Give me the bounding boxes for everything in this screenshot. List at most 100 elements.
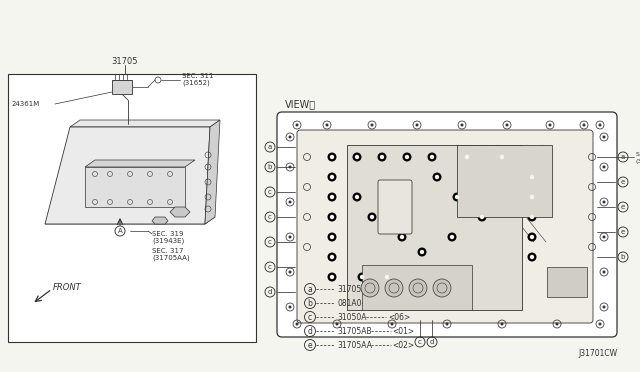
Circle shape xyxy=(548,124,552,126)
Circle shape xyxy=(289,305,291,308)
Text: VIEWⒶ: VIEWⒶ xyxy=(285,99,316,109)
Text: e: e xyxy=(621,229,625,235)
Text: e: e xyxy=(308,340,312,350)
Circle shape xyxy=(530,195,534,199)
Circle shape xyxy=(445,323,449,326)
Circle shape xyxy=(335,323,339,326)
Text: b: b xyxy=(621,254,625,260)
Text: b: b xyxy=(308,298,312,308)
Circle shape xyxy=(527,173,536,182)
Text: SEC. 319: SEC. 319 xyxy=(636,151,640,157)
Circle shape xyxy=(385,279,403,297)
Circle shape xyxy=(417,247,426,257)
Circle shape xyxy=(602,270,605,273)
FancyBboxPatch shape xyxy=(347,145,522,310)
Text: c: c xyxy=(418,339,422,345)
Circle shape xyxy=(385,275,389,279)
Circle shape xyxy=(289,166,291,169)
Circle shape xyxy=(330,255,334,259)
Circle shape xyxy=(527,232,536,241)
Text: e: e xyxy=(621,179,625,185)
Text: 31705AB: 31705AB xyxy=(337,327,372,336)
FancyBboxPatch shape xyxy=(378,180,412,234)
Text: c: c xyxy=(268,239,272,245)
Circle shape xyxy=(353,192,362,202)
Circle shape xyxy=(430,155,434,159)
Polygon shape xyxy=(45,217,215,224)
Text: e: e xyxy=(621,204,625,210)
Circle shape xyxy=(328,212,337,221)
Circle shape xyxy=(435,175,439,179)
Circle shape xyxy=(367,212,376,221)
Circle shape xyxy=(452,192,461,202)
Text: c: c xyxy=(308,312,312,321)
Circle shape xyxy=(328,192,337,202)
Polygon shape xyxy=(45,127,210,224)
Circle shape xyxy=(378,153,387,161)
Text: a: a xyxy=(268,144,272,150)
Circle shape xyxy=(326,124,328,126)
Text: <03>: <03> xyxy=(392,285,415,294)
Text: c: c xyxy=(268,264,272,270)
Circle shape xyxy=(383,273,392,282)
Circle shape xyxy=(370,215,374,219)
Circle shape xyxy=(415,124,419,126)
Circle shape xyxy=(390,323,394,326)
Circle shape xyxy=(400,235,404,239)
Circle shape xyxy=(328,232,337,241)
Circle shape xyxy=(330,275,334,279)
Circle shape xyxy=(465,155,469,159)
Circle shape xyxy=(582,124,586,126)
Circle shape xyxy=(463,153,472,161)
Text: c: c xyxy=(268,214,272,220)
Text: c: c xyxy=(268,189,272,195)
Circle shape xyxy=(500,155,504,159)
Polygon shape xyxy=(152,217,168,224)
Circle shape xyxy=(330,215,334,219)
Circle shape xyxy=(506,124,509,126)
Circle shape xyxy=(527,212,536,221)
Circle shape xyxy=(328,273,337,282)
Text: SEC. 319: SEC. 319 xyxy=(152,231,184,237)
Circle shape xyxy=(428,153,436,161)
Circle shape xyxy=(328,253,337,262)
Circle shape xyxy=(530,175,534,179)
Text: <02>: <02> xyxy=(392,340,415,350)
Circle shape xyxy=(527,192,536,202)
Text: 31705AA: 31705AA xyxy=(337,340,372,350)
Circle shape xyxy=(602,166,605,169)
Text: 31705: 31705 xyxy=(112,58,138,67)
Circle shape xyxy=(358,273,367,282)
Circle shape xyxy=(602,135,605,138)
Circle shape xyxy=(602,201,605,203)
Circle shape xyxy=(530,255,534,259)
Circle shape xyxy=(397,232,406,241)
Circle shape xyxy=(433,279,451,297)
Polygon shape xyxy=(85,160,195,167)
Text: J31701CW: J31701CW xyxy=(579,350,618,359)
Text: a: a xyxy=(308,285,312,294)
Circle shape xyxy=(328,153,337,161)
Polygon shape xyxy=(85,167,185,207)
Circle shape xyxy=(447,232,456,241)
Circle shape xyxy=(480,215,484,219)
Circle shape xyxy=(353,153,362,161)
Circle shape xyxy=(433,173,442,182)
Circle shape xyxy=(380,155,384,159)
Circle shape xyxy=(330,195,334,199)
Circle shape xyxy=(409,279,427,297)
Circle shape xyxy=(371,124,374,126)
Text: 081A0-6401A: 081A0-6401A xyxy=(337,298,389,308)
Circle shape xyxy=(527,253,536,262)
FancyBboxPatch shape xyxy=(297,130,593,323)
Circle shape xyxy=(461,124,463,126)
Text: a: a xyxy=(621,154,625,160)
Circle shape xyxy=(500,323,504,326)
Text: d: d xyxy=(268,289,272,295)
Text: <06>: <06> xyxy=(388,312,410,321)
Text: (31705AA): (31705AA) xyxy=(152,255,189,261)
Text: A: A xyxy=(118,228,122,234)
Circle shape xyxy=(420,250,424,254)
Text: 31705AC: 31705AC xyxy=(337,285,372,294)
Polygon shape xyxy=(170,207,190,217)
